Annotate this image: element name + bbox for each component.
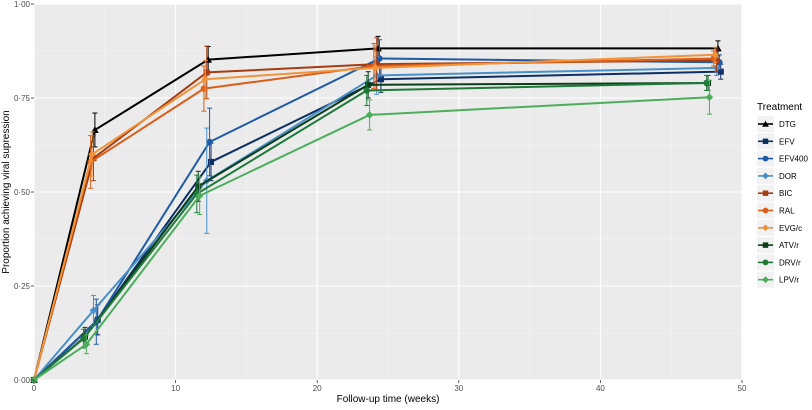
data-point-lpv-r <box>195 191 204 200</box>
data-point-atv-r <box>195 183 202 190</box>
legend-label: DRV/r <box>779 258 801 267</box>
x-tick-label: 50 <box>738 384 747 393</box>
data-point-drv-r <box>80 335 87 342</box>
y-tick-label: 0·75 <box>14 94 31 103</box>
series-layer <box>30 35 724 384</box>
x-axis-title: Follow-up time (weeks) <box>337 394 440 405</box>
y-axis-ticks: 0·00 0·25 0·50 0·75 1·00 <box>14 0 34 385</box>
series-lpv-r <box>30 79 714 384</box>
data-point-atv-r <box>365 81 372 88</box>
series-evg-c <box>30 44 719 384</box>
y-tick-label: 1·00 <box>14 0 31 9</box>
x-tick-label: 40 <box>596 384 605 393</box>
data-point-dor <box>89 306 98 315</box>
legend-label: ATV/r <box>779 241 799 250</box>
legend-item-drv-r: DRV/r <box>757 254 801 271</box>
data-point-lpv-r <box>82 340 91 349</box>
data-point-bic <box>203 69 210 76</box>
legend-key-marker <box>762 155 769 162</box>
data-point-efv400 <box>206 138 213 146</box>
data-point-dtg <box>91 126 99 133</box>
legend: Treatment DTG EFV EFV400 DOR BIC RAL EVG/c ATV/… <box>757 102 808 288</box>
legend-key-marker <box>762 138 769 145</box>
legend-label: EVG/c <box>779 224 802 233</box>
data-point-bic <box>90 155 97 162</box>
legend-label: EFV <box>779 137 795 146</box>
data-point-evg-c <box>201 75 210 83</box>
y-axis-title: Proportion achieving viral supression <box>1 110 12 273</box>
data-point-evg-c <box>371 64 380 72</box>
legend-key-marker <box>762 276 769 284</box>
y-tick-label: 0·00 <box>14 376 31 385</box>
data-point-efv <box>207 158 215 165</box>
x-tick-label: 10 <box>171 384 180 393</box>
data-point-drv-r <box>703 79 710 87</box>
legend-item-efv: EFV <box>757 133 795 150</box>
legend-key-marker <box>762 172 769 180</box>
legend-item-lpv-r: LPV/r <box>757 271 799 288</box>
legend-title: Treatment <box>757 102 802 113</box>
data-point-evg-c <box>88 150 96 159</box>
data-point-efv <box>377 76 384 83</box>
data-point-drv-r <box>363 87 370 94</box>
legend-item-ral: RAL <box>757 202 795 219</box>
data-point-ral <box>200 85 208 92</box>
legend-item-bic: BIC <box>757 185 793 202</box>
legend-item-atv-r: ATV/r <box>757 237 799 254</box>
data-point-lpv-r <box>365 111 374 119</box>
y-tick-label: 0·50 <box>14 188 31 197</box>
legend-item-dtg: DTG <box>757 116 796 132</box>
data-point-lpv-r <box>705 93 714 102</box>
data-point-bic <box>373 61 380 68</box>
legend-item-efv400: EFV400 <box>757 150 808 167</box>
legend-label: RAL <box>779 207 795 216</box>
data-point-efv <box>717 68 724 75</box>
legend-label: DTG <box>779 120 796 129</box>
legend-key-marker <box>762 242 769 248</box>
legend-key-marker <box>762 207 769 214</box>
legend-label: EFV400 <box>779 155 808 164</box>
legend-label: DOR <box>779 172 797 181</box>
data-point-evg-c <box>711 50 719 59</box>
x-tick-label: 30 <box>454 384 463 393</box>
x-tick-label: 20 <box>313 384 322 393</box>
legend-item-evg-c: EVG/c <box>757 219 802 236</box>
legend-item-dor: DOR <box>757 167 797 184</box>
legend-key-marker <box>762 224 769 232</box>
y-tick-label: 0·25 <box>14 282 31 291</box>
legend-label: LPV/r <box>779 276 799 285</box>
data-point-bic <box>713 57 720 64</box>
legend-key-marker <box>762 190 769 196</box>
legend-label: BIC <box>779 189 793 198</box>
x-axis-ticks: 0 10 20 30 40 50 <box>32 380 747 393</box>
legend-key-marker <box>762 259 769 266</box>
legend-key-marker <box>762 120 769 127</box>
x-tick-label: 0 <box>32 384 37 393</box>
